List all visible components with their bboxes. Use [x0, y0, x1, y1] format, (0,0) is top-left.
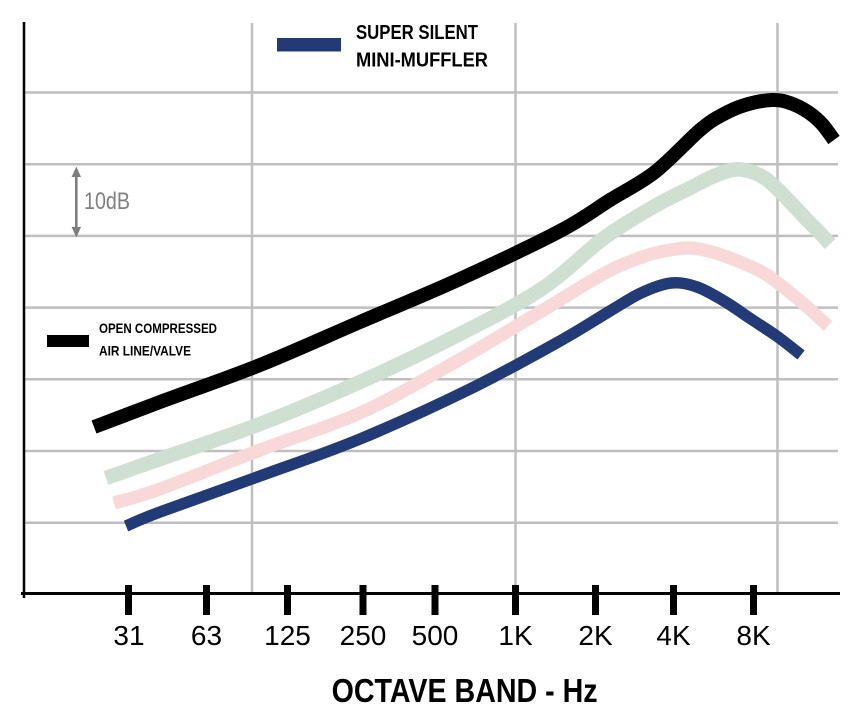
svg-text:MINI-MUFFLER: MINI-MUFFLER: [356, 50, 489, 72]
svg-text:4K: 4K: [656, 620, 691, 651]
svg-text:OPEN COMPRESSED: OPEN COMPRESSED: [99, 320, 217, 336]
svg-text:31: 31: [113, 620, 144, 651]
svg-text:OCTAVE BAND - Hz: OCTAVE BAND - Hz: [332, 672, 598, 709]
svg-text:1K: 1K: [498, 620, 533, 651]
svg-text:2K: 2K: [578, 620, 613, 651]
svg-text:8K: 8K: [736, 620, 771, 651]
svg-text:250: 250: [340, 620, 387, 651]
svg-text:10dB: 10dB: [84, 188, 130, 215]
svg-text:500: 500: [412, 620, 459, 651]
svg-text:125: 125: [264, 620, 311, 651]
svg-text:63: 63: [191, 620, 222, 651]
svg-text:SUPER SILENT: SUPER SILENT: [356, 22, 478, 44]
svg-text:AIR LINE/VALVE: AIR LINE/VALVE: [99, 343, 191, 359]
